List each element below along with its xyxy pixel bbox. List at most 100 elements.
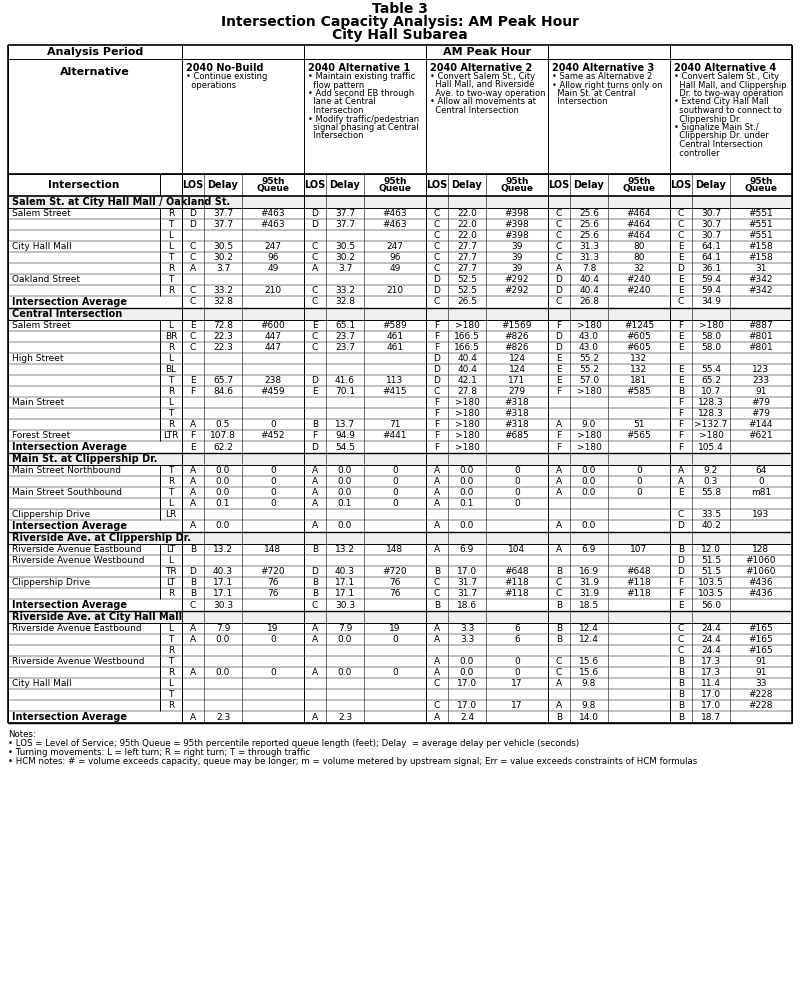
Text: BL: BL bbox=[166, 365, 177, 374]
Text: 33: 33 bbox=[755, 679, 766, 688]
Text: 447: 447 bbox=[265, 343, 282, 352]
Text: A: A bbox=[434, 488, 440, 497]
Text: Intersection Average: Intersection Average bbox=[12, 712, 127, 722]
Text: A: A bbox=[190, 713, 196, 722]
Text: #228: #228 bbox=[749, 701, 774, 710]
Text: Oakland Street: Oakland Street bbox=[12, 275, 80, 284]
Text: A: A bbox=[312, 264, 318, 273]
Text: B: B bbox=[678, 701, 684, 710]
Text: 22.0: 22.0 bbox=[457, 220, 477, 229]
Text: Queue: Queue bbox=[501, 183, 534, 192]
Text: C: C bbox=[190, 343, 196, 352]
Text: 95th: 95th bbox=[506, 177, 529, 186]
Text: >180: >180 bbox=[454, 443, 479, 451]
Text: 37.7: 37.7 bbox=[213, 209, 233, 218]
Text: #436: #436 bbox=[749, 589, 774, 598]
Text: D: D bbox=[678, 522, 685, 531]
Text: #398: #398 bbox=[505, 231, 530, 240]
Text: 461: 461 bbox=[386, 343, 403, 352]
Text: C: C bbox=[312, 253, 318, 262]
Text: C: C bbox=[556, 578, 562, 587]
Text: #79: #79 bbox=[751, 398, 770, 407]
Text: 247: 247 bbox=[386, 242, 403, 251]
Text: #464: #464 bbox=[626, 209, 651, 218]
Text: Main Street: Main Street bbox=[12, 398, 64, 407]
Text: 132: 132 bbox=[630, 365, 647, 374]
Text: 17: 17 bbox=[511, 701, 522, 710]
Text: #605: #605 bbox=[626, 332, 651, 341]
Text: 95th: 95th bbox=[750, 177, 773, 186]
Text: 17.1: 17.1 bbox=[335, 589, 355, 598]
Text: E: E bbox=[678, 242, 684, 251]
Text: 18.6: 18.6 bbox=[457, 601, 477, 610]
Text: 31.9: 31.9 bbox=[579, 578, 599, 587]
Text: 17.0: 17.0 bbox=[457, 679, 477, 688]
Text: 40.4: 40.4 bbox=[457, 354, 477, 363]
Text: Queue: Queue bbox=[622, 183, 655, 192]
Text: 13.2: 13.2 bbox=[335, 545, 355, 554]
Text: Intersection: Intersection bbox=[48, 180, 120, 190]
Text: 233: 233 bbox=[753, 376, 770, 385]
Text: C: C bbox=[678, 231, 684, 240]
Text: C: C bbox=[434, 220, 440, 229]
Text: 0: 0 bbox=[270, 477, 276, 486]
Text: F: F bbox=[557, 443, 562, 451]
Text: 40.3: 40.3 bbox=[335, 567, 355, 576]
Text: B: B bbox=[190, 545, 196, 554]
Text: #801: #801 bbox=[749, 332, 774, 341]
Text: A: A bbox=[556, 701, 562, 710]
Text: A: A bbox=[190, 624, 196, 633]
Text: C: C bbox=[556, 242, 562, 251]
Text: Queue: Queue bbox=[378, 183, 411, 192]
Text: D: D bbox=[311, 209, 318, 218]
Text: Clippership Drive: Clippership Drive bbox=[12, 578, 90, 587]
Text: A: A bbox=[312, 635, 318, 644]
Text: E: E bbox=[190, 376, 196, 385]
Text: #801: #801 bbox=[749, 343, 774, 352]
Text: #720: #720 bbox=[382, 567, 407, 576]
Text: A: A bbox=[312, 713, 318, 722]
Text: LT: LT bbox=[166, 578, 175, 587]
Text: B: B bbox=[190, 589, 196, 598]
Text: 31.7: 31.7 bbox=[457, 578, 477, 587]
Text: 247: 247 bbox=[265, 242, 282, 251]
Text: 15.6: 15.6 bbox=[579, 668, 599, 677]
Text: D: D bbox=[434, 354, 441, 363]
Text: 52.5: 52.5 bbox=[457, 286, 477, 295]
Text: C: C bbox=[434, 253, 440, 262]
Text: R: R bbox=[168, 387, 174, 396]
Text: 6: 6 bbox=[514, 624, 520, 633]
Text: C: C bbox=[556, 298, 562, 307]
Text: Intersection Capacity Analysis: AM Peak Hour: Intersection Capacity Analysis: AM Peak … bbox=[221, 15, 579, 29]
Text: 57.0: 57.0 bbox=[579, 376, 599, 385]
Text: L: L bbox=[169, 398, 174, 407]
Text: T: T bbox=[168, 376, 174, 385]
Text: C: C bbox=[434, 231, 440, 240]
Text: #240: #240 bbox=[626, 286, 651, 295]
Text: E: E bbox=[678, 286, 684, 295]
Text: 0: 0 bbox=[514, 466, 520, 475]
Text: A: A bbox=[556, 477, 562, 486]
Text: m81: m81 bbox=[751, 488, 771, 497]
Text: • HCM notes: # = volume exceeds capacity, queue may be longer; m = volume metere: • HCM notes: # = volume exceeds capacity… bbox=[8, 757, 698, 766]
Text: D: D bbox=[434, 275, 441, 284]
Text: E: E bbox=[190, 443, 196, 451]
Text: 0: 0 bbox=[392, 466, 398, 475]
Text: Hall Mall, and Clippership: Hall Mall, and Clippership bbox=[674, 80, 786, 89]
Text: 22.0: 22.0 bbox=[457, 231, 477, 240]
Text: Intersection: Intersection bbox=[308, 132, 363, 141]
Text: #565: #565 bbox=[626, 431, 651, 440]
Text: 94.9: 94.9 bbox=[335, 431, 355, 440]
Text: 0.0: 0.0 bbox=[338, 522, 352, 531]
Text: #342: #342 bbox=[749, 286, 774, 295]
Text: A: A bbox=[190, 522, 196, 531]
Text: #887: #887 bbox=[749, 321, 774, 330]
Text: 103.5: 103.5 bbox=[698, 589, 724, 598]
Text: Riverside Avenue Westbound: Riverside Avenue Westbound bbox=[12, 556, 145, 565]
Text: D: D bbox=[434, 376, 441, 385]
Text: R: R bbox=[168, 343, 174, 352]
Text: Intersection Average: Intersection Average bbox=[12, 600, 127, 610]
Text: 70.1: 70.1 bbox=[335, 387, 355, 396]
Text: 43.0: 43.0 bbox=[579, 332, 599, 341]
Text: D: D bbox=[311, 376, 318, 385]
